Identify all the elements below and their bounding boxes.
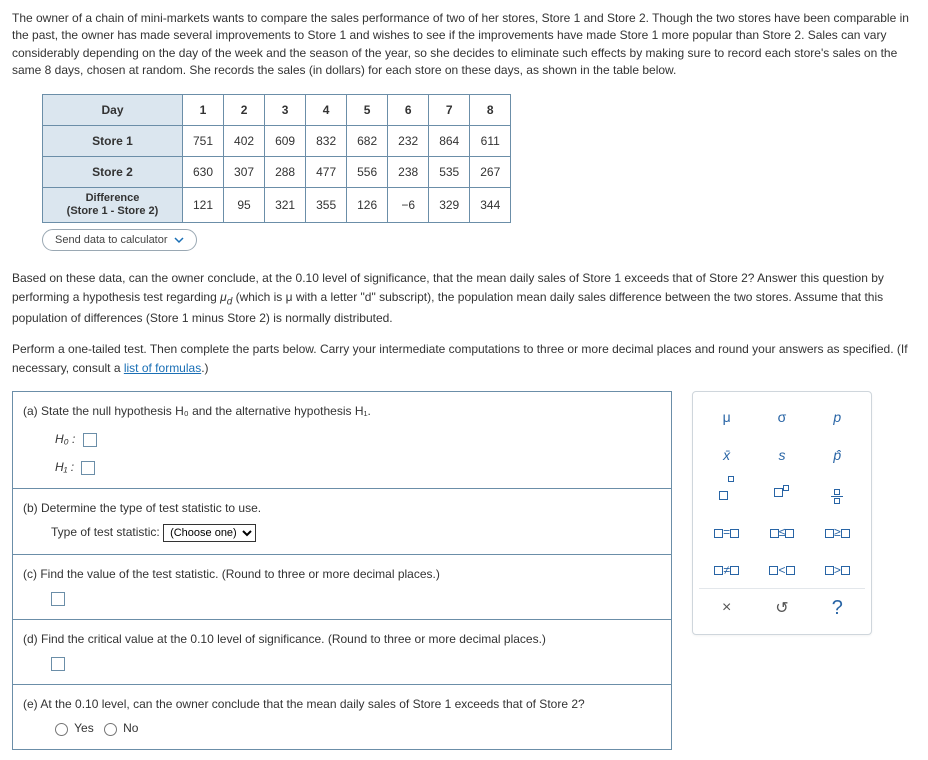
h0-input[interactable]: [83, 433, 97, 447]
day-col: 1: [183, 94, 224, 125]
mu-button[interactable]: μ: [699, 398, 754, 436]
test-statistic-input[interactable]: [51, 592, 65, 606]
subscript-button[interactable]: [754, 474, 809, 512]
test-statistic-select[interactable]: (Choose one): [163, 524, 256, 542]
critical-value-input[interactable]: [51, 657, 65, 671]
xbar-button[interactable]: x̄: [699, 436, 754, 474]
ne-button[interactable]: ≠: [699, 550, 754, 588]
fraction-button[interactable]: [810, 474, 865, 512]
difference-label: Difference (Store 1 - Store 2): [43, 187, 183, 222]
day-col: 2: [224, 94, 265, 125]
sigma-button[interactable]: σ: [754, 398, 809, 436]
table-row: Difference (Store 1 - Store 2) 121 95 32…: [43, 187, 511, 222]
send-data-button[interactable]: Send data to calculator: [42, 229, 197, 251]
day-col: 7: [429, 94, 470, 125]
part-a: (a) State the null hypothesis H₀ and the…: [13, 392, 671, 489]
s-button[interactable]: s: [754, 436, 809, 474]
day-col: 5: [347, 94, 388, 125]
h1-input[interactable]: [81, 461, 95, 475]
store2-label: Store 2: [43, 156, 183, 187]
part-b: (b) Determine the type of test statistic…: [13, 489, 671, 555]
ge-button[interactable]: ≥: [810, 512, 865, 550]
symbol-palette: μ σ p x̄ s p̂ = ≤ ≥ ≠ < >: [692, 391, 872, 635]
day-col: 4: [306, 94, 347, 125]
intro-text: The owner of a chain of mini-markets wan…: [12, 10, 916, 80]
yes-option[interactable]: Yes: [55, 721, 94, 735]
part-e: (e) At the 0.10 level, can the owner con…: [13, 685, 671, 749]
part-c: (c) Find the value of the test statistic…: [13, 555, 671, 620]
answer-box: (a) State the null hypothesis H₀ and the…: [12, 391, 672, 750]
day-header: Day: [43, 94, 183, 125]
le-button[interactable]: ≤: [754, 512, 809, 550]
day-col: 3: [265, 94, 306, 125]
power-button[interactable]: [699, 474, 754, 512]
p-button[interactable]: p: [810, 398, 865, 436]
reset-button[interactable]: ↺: [754, 588, 809, 628]
table-row: Store 1 751 402 609 832 682 232 864 611: [43, 125, 511, 156]
store1-label: Store 1: [43, 125, 183, 156]
day-col: 6: [388, 94, 429, 125]
help-button[interactable]: ?: [810, 588, 865, 628]
no-option[interactable]: No: [104, 721, 139, 735]
sales-data-table: Day 1 2 3 4 5 6 7 8 Store 1 751 402 609 …: [42, 94, 511, 223]
table-header-row: Day 1 2 3 4 5 6 7 8: [43, 94, 511, 125]
table-row: Store 2 630 307 288 477 556 238 535 267: [43, 156, 511, 187]
chevron-down-icon: [174, 235, 184, 245]
clear-button[interactable]: ×: [699, 588, 754, 628]
question-text: Based on these data, can the owner concl…: [12, 269, 916, 377]
day-col: 8: [470, 94, 511, 125]
lt-button[interactable]: <: [754, 550, 809, 588]
part-d: (d) Find the critical value at the 0.10 …: [13, 620, 671, 685]
equals-button[interactable]: =: [699, 512, 754, 550]
formulas-link[interactable]: list of formulas: [124, 361, 201, 375]
gt-button[interactable]: >: [810, 550, 865, 588]
phat-button[interactable]: p̂: [810, 436, 865, 474]
